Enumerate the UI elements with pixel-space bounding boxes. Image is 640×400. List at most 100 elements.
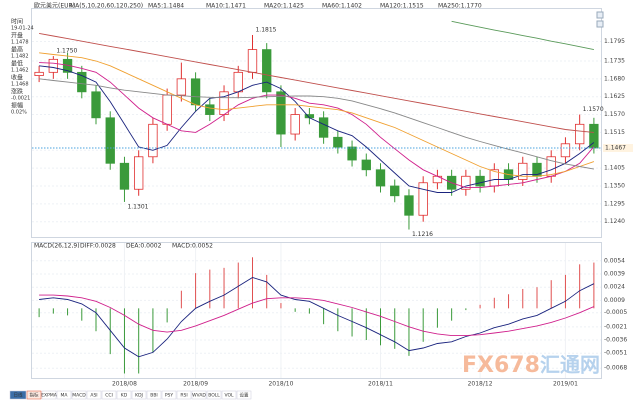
legend-entry: MA10:1.1471 xyxy=(206,3,246,10)
price-annotation: 1.1301 xyxy=(127,203,148,210)
current-price-tag xyxy=(603,144,633,153)
candle-body xyxy=(91,91,101,119)
macd-header: MACD(26,12,9) xyxy=(34,243,80,250)
legend-entry: MA20:1.1425 xyxy=(264,3,304,10)
tab-label[interactable]: 指标 xyxy=(30,392,39,399)
tab-label[interactable]: BOLL xyxy=(208,393,220,399)
tab[interactable] xyxy=(236,390,252,400)
zoom-out-button[interactable] xyxy=(596,20,604,28)
y-tick-label: -0.0068 xyxy=(604,365,627,372)
tab[interactable] xyxy=(56,390,72,400)
y-tick-label: 1.1515 xyxy=(604,129,625,136)
candle-body xyxy=(461,175,471,190)
candle-body xyxy=(574,123,585,145)
macd-line xyxy=(39,294,595,337)
price-frame xyxy=(31,8,602,238)
info-value: 0.02% xyxy=(11,110,27,116)
candle-body xyxy=(560,143,571,158)
y-tick-label: -0.0021 xyxy=(604,323,627,330)
watermark: 汇通网 xyxy=(540,353,600,377)
zoom-in-button[interactable] xyxy=(596,11,604,19)
ma-line xyxy=(39,78,594,170)
tab[interactable] xyxy=(131,390,147,400)
tab-label[interactable]: EXPMA xyxy=(41,393,58,399)
y-tick-label: 1.1735 xyxy=(604,57,625,64)
tab[interactable] xyxy=(146,390,162,400)
price-annotation: 1.1750 xyxy=(56,48,77,55)
x-tick-label: 2018/11 xyxy=(368,381,393,388)
candle-body xyxy=(162,94,172,125)
tab-label[interactable]: WVAD xyxy=(192,393,206,399)
top-buttons[interactable] xyxy=(596,11,604,28)
legend-entry: MA250:1.1770 xyxy=(438,3,482,10)
tab[interactable] xyxy=(221,390,237,400)
tab[interactable] xyxy=(101,390,117,400)
candle-body xyxy=(48,58,59,73)
candle-body xyxy=(404,195,414,216)
tab[interactable] xyxy=(176,390,192,400)
tab[interactable] xyxy=(9,390,27,400)
candle-body xyxy=(119,162,130,190)
tab[interactable] xyxy=(191,390,207,400)
x-tick-label: 2019/01 xyxy=(553,381,578,388)
ma-line xyxy=(39,62,595,189)
y-tick-label: -0.0036 xyxy=(604,337,627,344)
y-tick-label: 0.0039 xyxy=(604,271,625,278)
tab[interactable] xyxy=(116,390,132,400)
y-tick-label: 1.1240 xyxy=(604,218,625,225)
tab-label[interactable]: KD xyxy=(121,393,128,399)
info-value: 19-01-24 xyxy=(11,26,34,32)
tab-label[interactable]: 日线 xyxy=(14,392,23,399)
tab-label[interactable]: RSI xyxy=(180,393,187,399)
candle-body xyxy=(148,123,158,158)
candle-body xyxy=(290,114,300,135)
candle-body xyxy=(333,136,343,148)
ma-line xyxy=(39,32,594,133)
tab-label[interactable]: VOL xyxy=(224,393,234,399)
candle-body xyxy=(233,71,243,93)
tab[interactable] xyxy=(161,390,177,400)
ma-header: MA(5,10,20,60,120,250) xyxy=(70,3,143,10)
tab[interactable] xyxy=(71,390,87,400)
tab-label[interactable]: PSY xyxy=(165,393,174,399)
y-tick-label: -0.0051 xyxy=(604,350,627,357)
y-tick-label: 1.1795 xyxy=(604,38,625,45)
tab[interactable] xyxy=(26,390,42,400)
candle-body xyxy=(262,49,272,93)
tab-label[interactable]: MACD xyxy=(72,393,86,399)
candle-body xyxy=(361,159,371,171)
candle-body xyxy=(190,78,201,106)
tab-label[interactable]: MA xyxy=(61,393,69,399)
y-tick-label: 0.0054 xyxy=(604,257,625,264)
tab[interactable] xyxy=(206,390,222,400)
y-tick-label: 0.0024 xyxy=(604,284,625,291)
info-value: 1.1478 xyxy=(11,40,29,46)
macd-header: DIFF:0.0028 xyxy=(80,243,116,250)
tab-label[interactable]: BBI xyxy=(150,393,158,399)
x-tick-label: 2018/09 xyxy=(183,381,208,388)
info-value: -0.0021 xyxy=(11,96,30,102)
y-tick-label: 1.1350 xyxy=(604,183,625,190)
tab[interactable] xyxy=(41,390,57,400)
candle-body xyxy=(105,117,115,164)
candle-body xyxy=(34,71,44,76)
candle-body xyxy=(518,162,528,180)
candle-body xyxy=(205,104,215,115)
y-tick-label: 0.0009 xyxy=(604,297,625,304)
info-value: 1.1482 xyxy=(11,54,29,60)
candle-body xyxy=(134,156,144,190)
candle-body xyxy=(390,185,400,197)
candle-body xyxy=(375,169,386,187)
tab-label[interactable]: 设置 xyxy=(240,392,249,399)
tab-label[interactable]: KDJ xyxy=(135,393,143,399)
tab-label[interactable]: CCI xyxy=(105,393,113,399)
legend-entry: MA60:1.1402 xyxy=(322,3,362,10)
candle-body xyxy=(475,175,485,187)
tab-label[interactable]: ASI xyxy=(90,393,97,399)
tab[interactable] xyxy=(86,390,102,400)
macd-frame xyxy=(31,242,602,379)
ma-line xyxy=(451,20,594,51)
info-label: 开盘 xyxy=(11,32,23,40)
candle-body xyxy=(276,91,286,135)
